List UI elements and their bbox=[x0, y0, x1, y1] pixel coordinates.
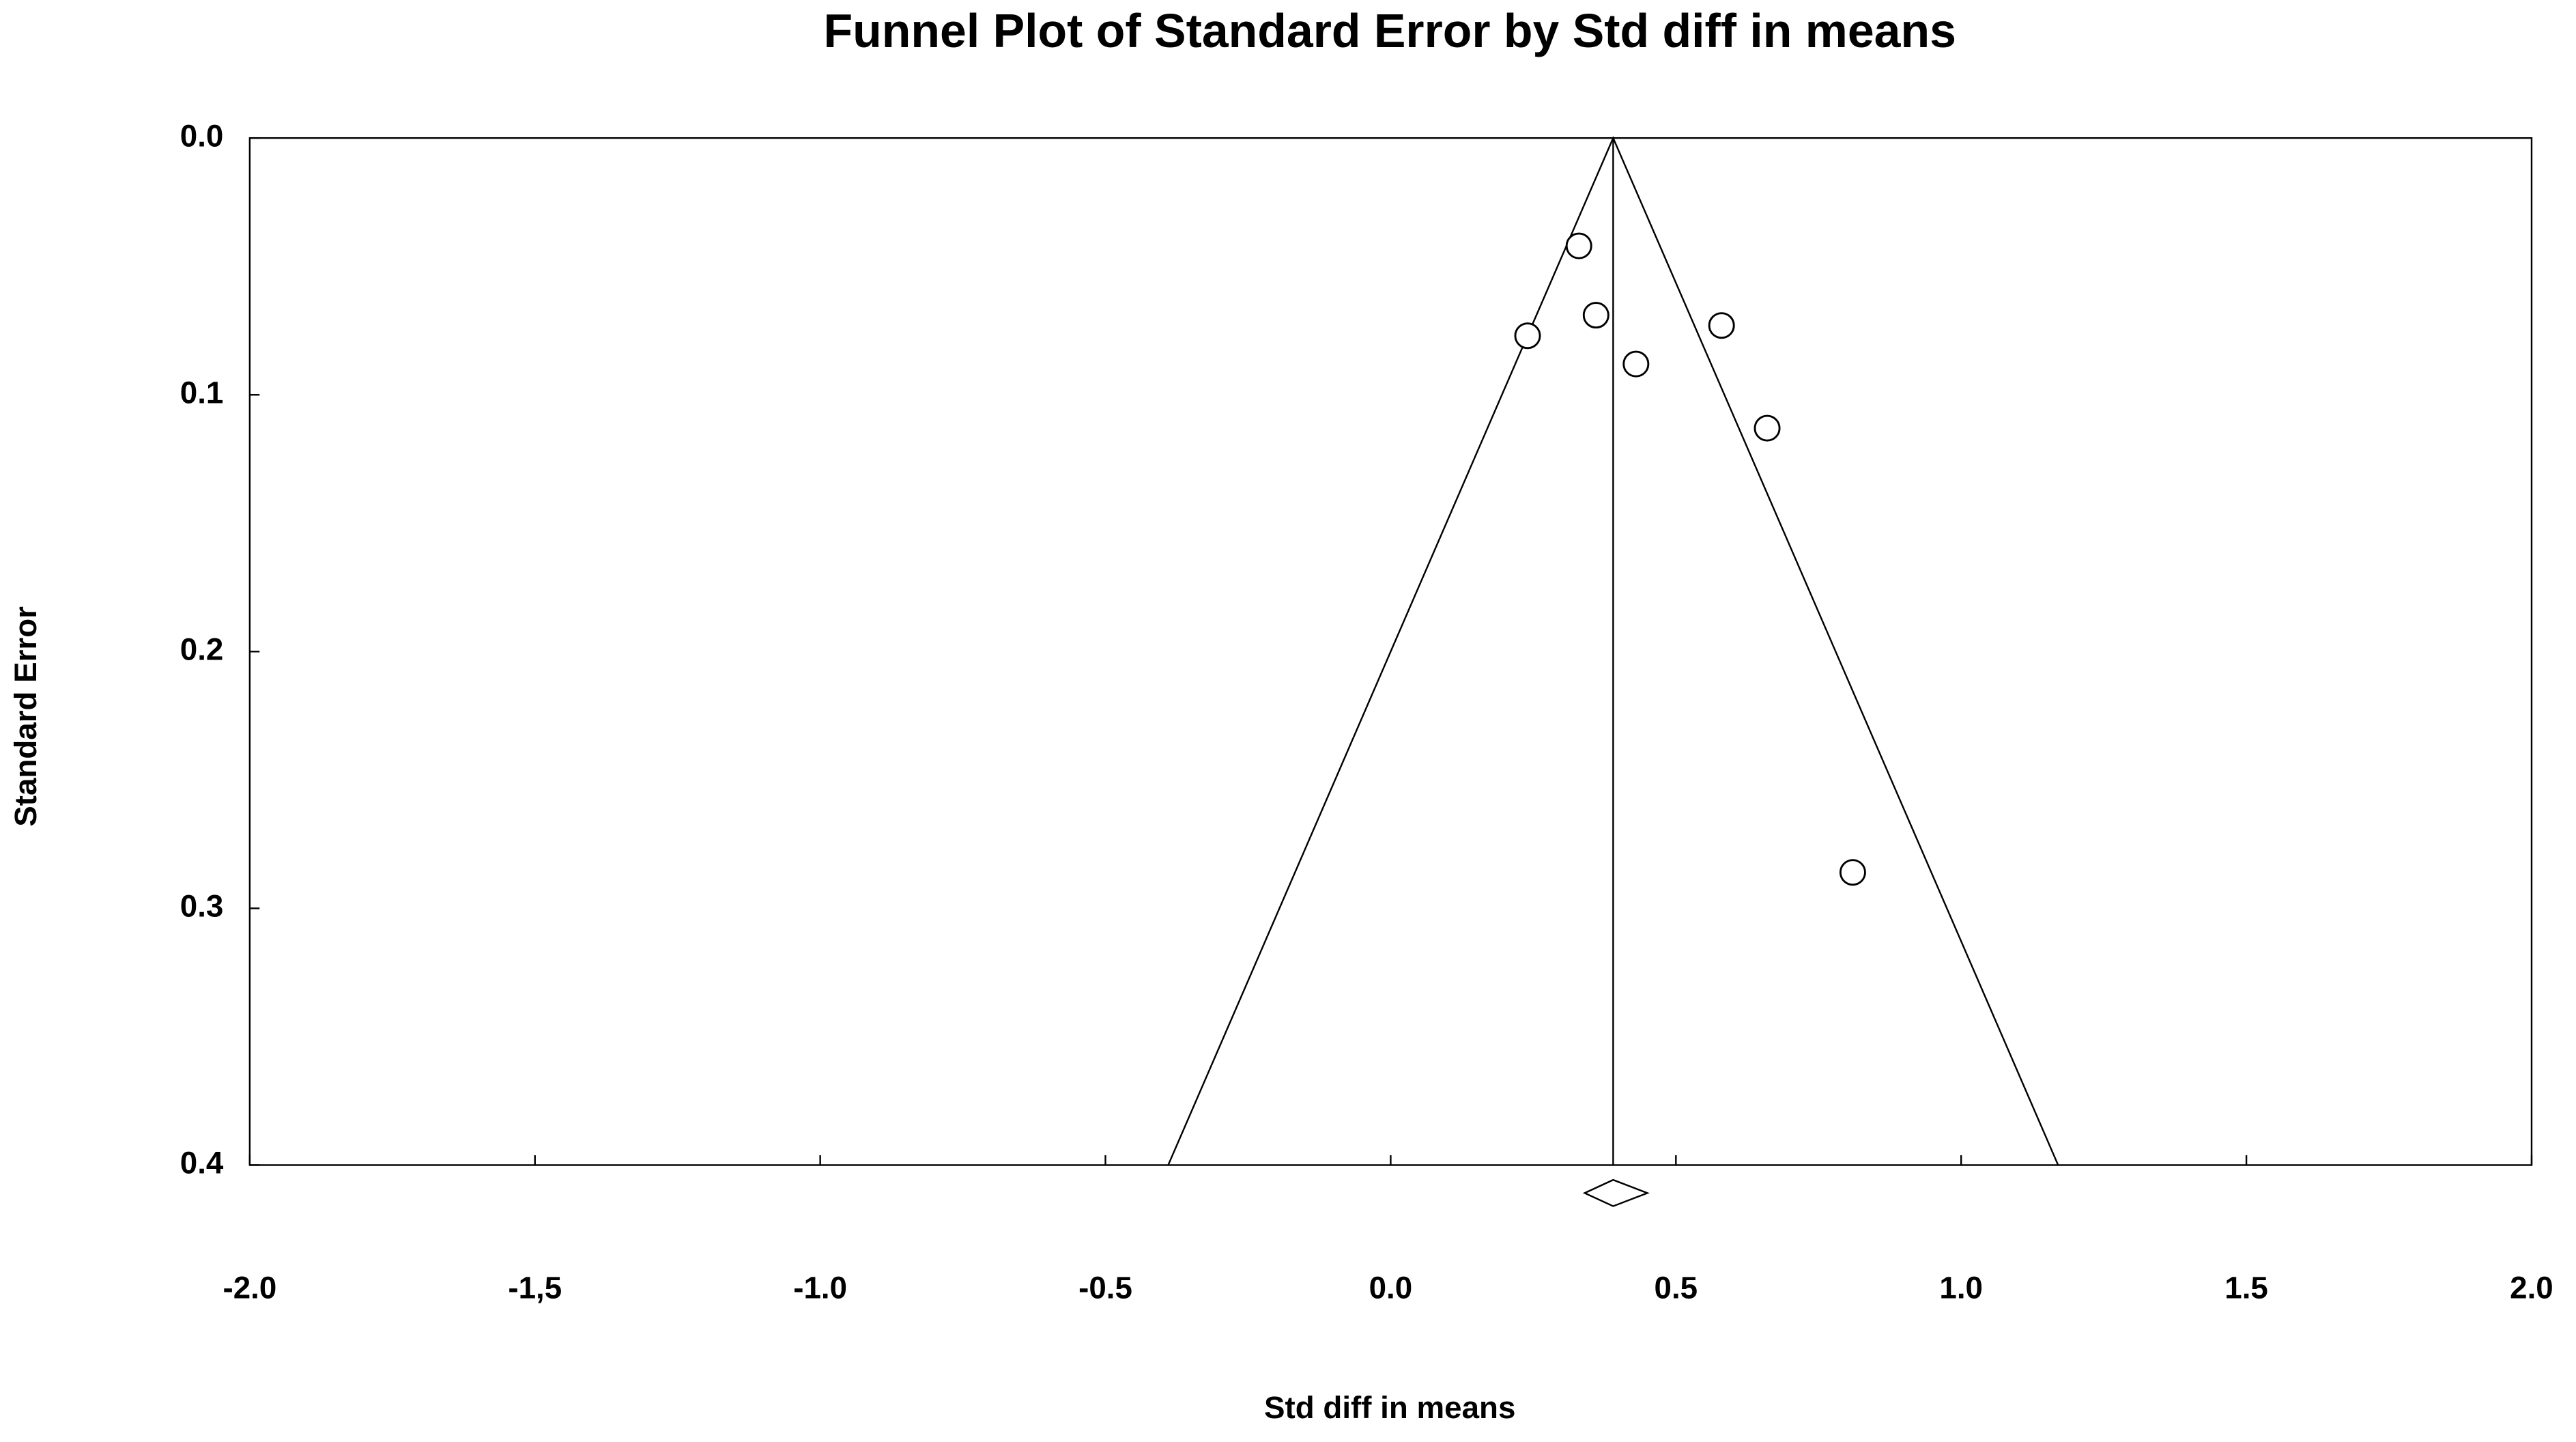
study-point bbox=[1839, 859, 1866, 886]
summary-diamond bbox=[1582, 1178, 1650, 1207]
study-point bbox=[1514, 322, 1541, 350]
study-point bbox=[1565, 232, 1592, 259]
y-tick-label: 0.4 bbox=[180, 1146, 224, 1181]
study-point bbox=[1708, 312, 1735, 339]
x-tick-label: 1.0 bbox=[1939, 1270, 1983, 1305]
x-tick-label: -0.5 bbox=[1078, 1270, 1132, 1305]
x-tick-label: 0.0 bbox=[1369, 1270, 1413, 1305]
y-tick-label: 0.3 bbox=[180, 888, 224, 923]
y-tick-label: 0.0 bbox=[180, 118, 224, 153]
study-point bbox=[1622, 350, 1650, 378]
study-point bbox=[1754, 414, 1781, 442]
x-tick-label: 2.0 bbox=[2510, 1270, 2553, 1305]
x-tick-label: -1.0 bbox=[793, 1270, 847, 1305]
y-axis-label: Standard Error bbox=[8, 606, 43, 827]
x-tick-label: -1,5 bbox=[508, 1270, 562, 1305]
chart-title: Funnel Plot of Standard Error by Std dif… bbox=[824, 4, 1956, 57]
y-tick-label: 0.2 bbox=[180, 632, 224, 666]
x-axis-label: Std diff in means bbox=[1264, 1390, 1515, 1425]
x-tick-label: 0.5 bbox=[1655, 1270, 1698, 1305]
y-tick-label: 0.1 bbox=[180, 375, 224, 410]
study-point bbox=[1582, 302, 1609, 329]
x-tick-label: 1.5 bbox=[2224, 1270, 2268, 1305]
x-tick-label: -2.0 bbox=[223, 1270, 276, 1305]
